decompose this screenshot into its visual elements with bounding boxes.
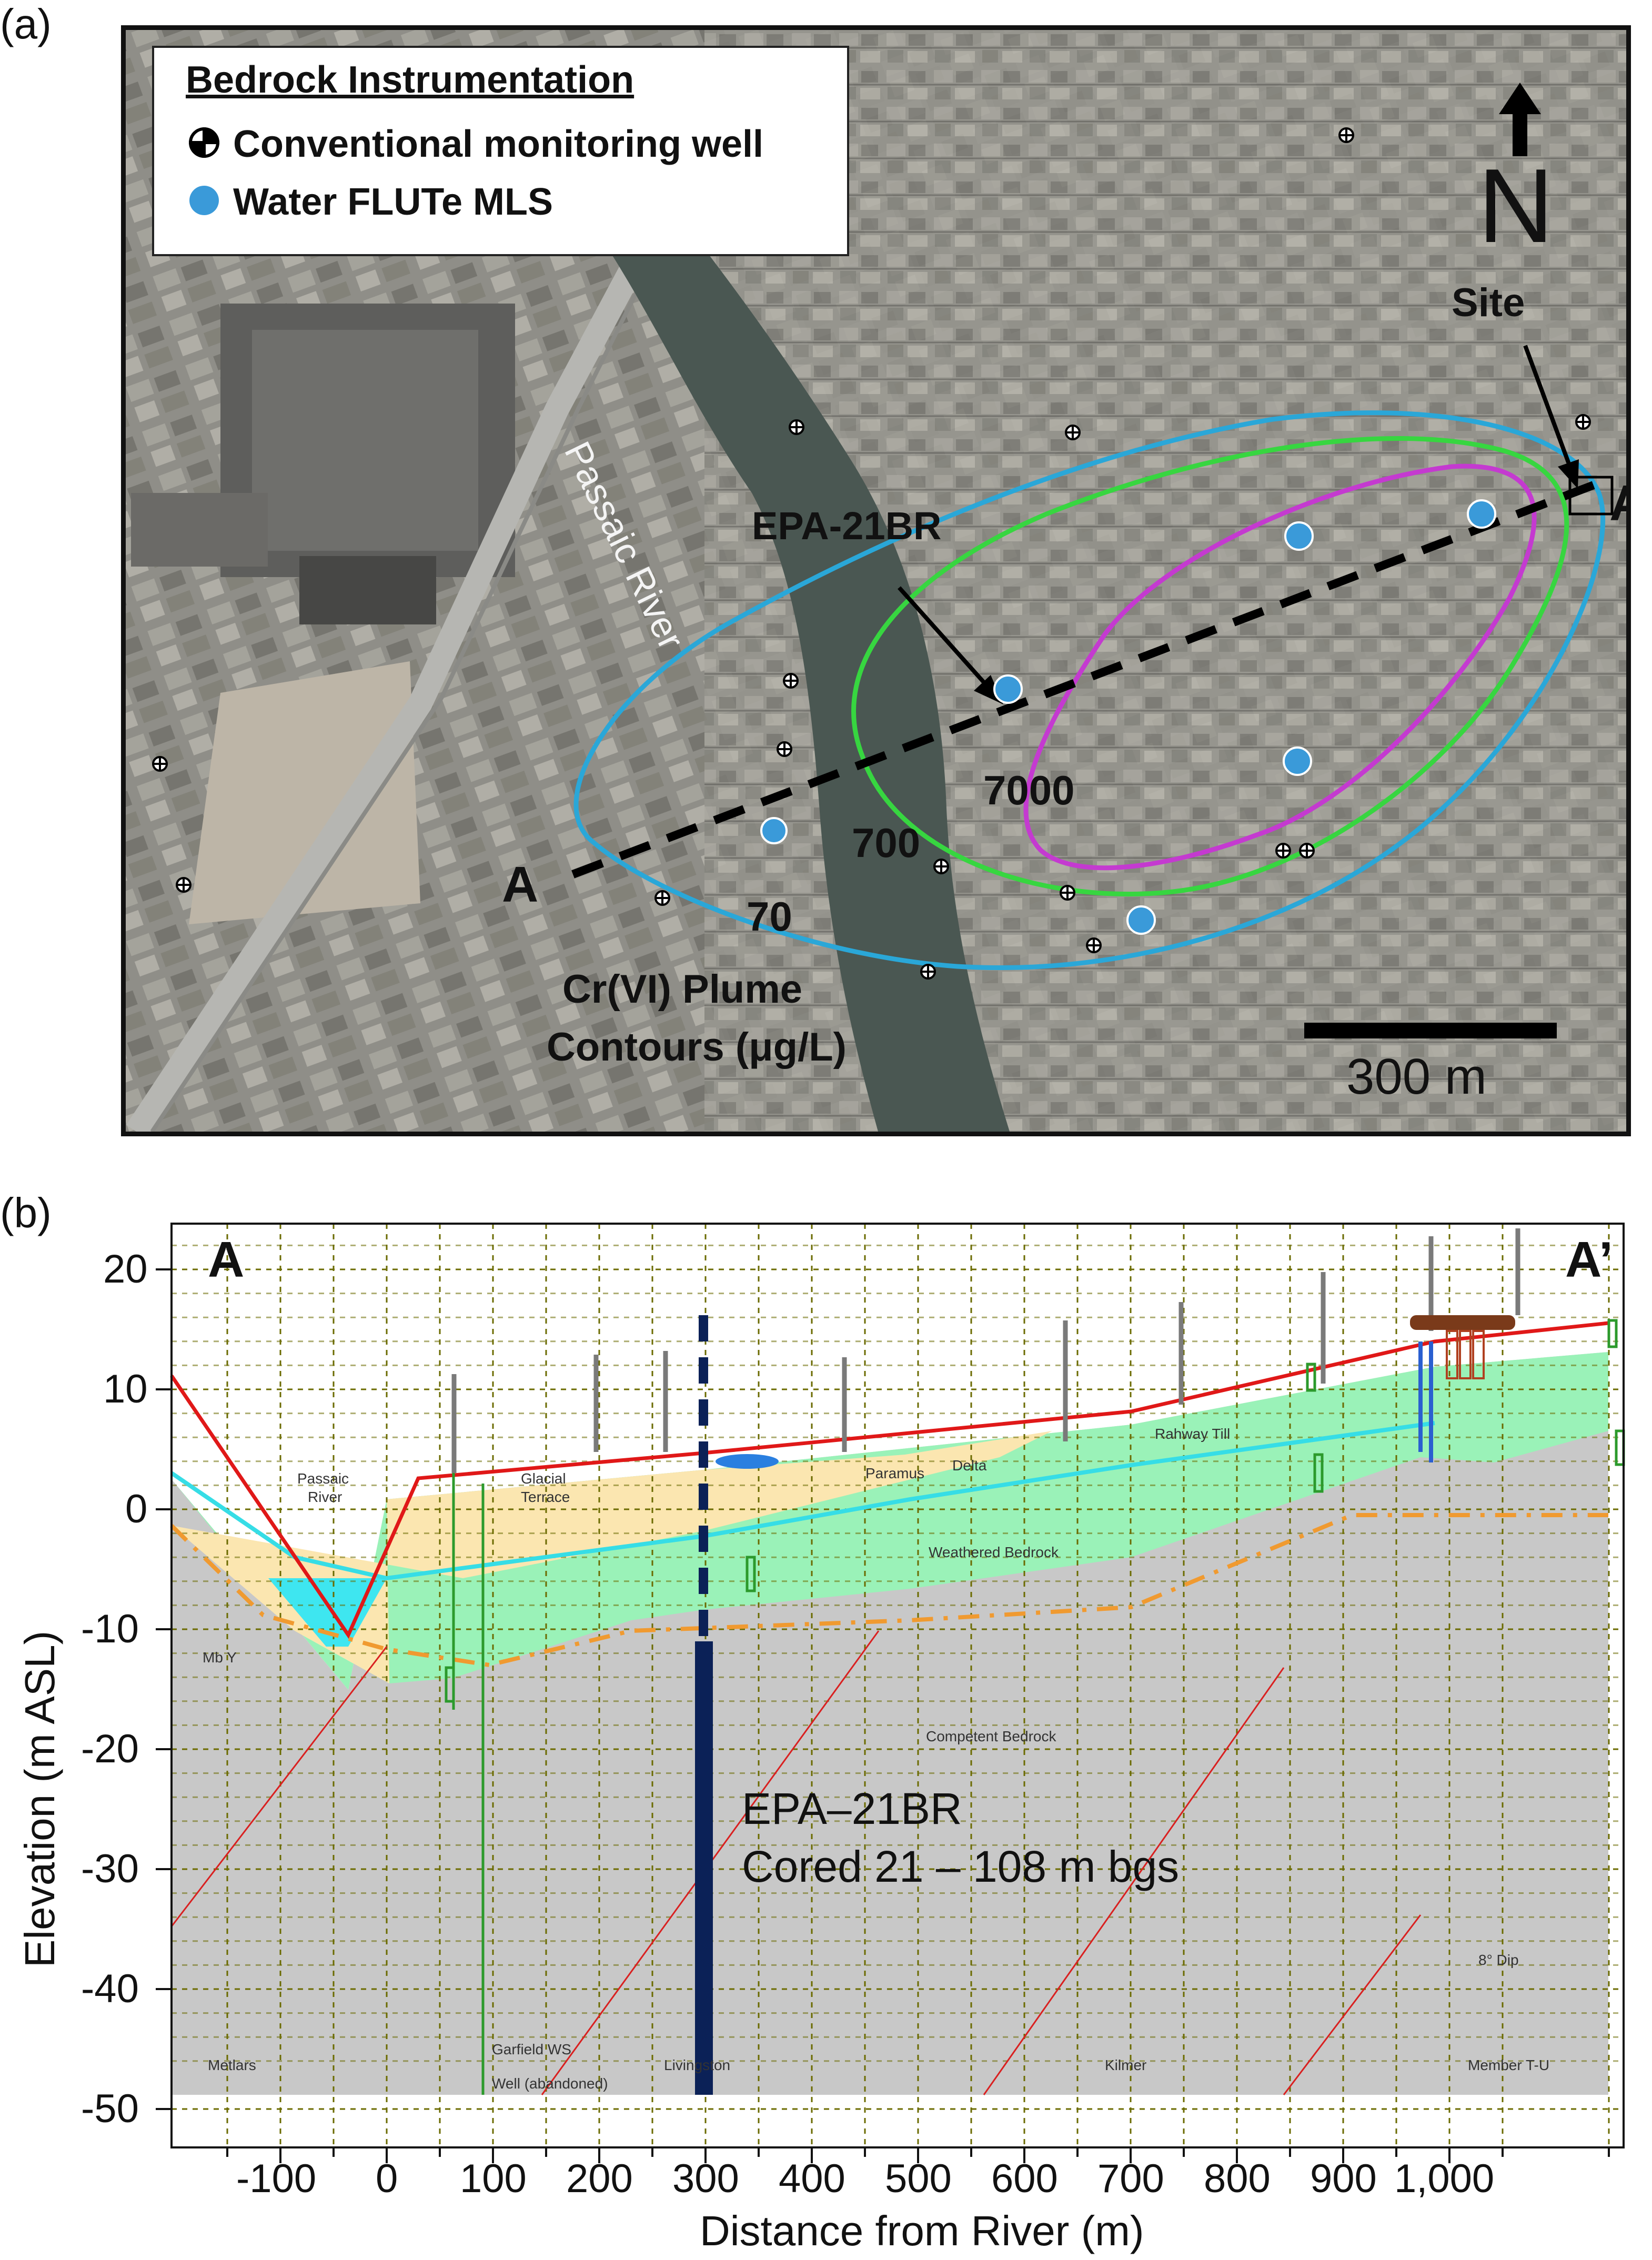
scale-bar (1304, 1023, 1557, 1038)
scale-label: 300 m (1346, 1048, 1487, 1105)
geo-garfield-1: Garfield WS (492, 2041, 571, 2057)
epa-21br-core (695, 1641, 713, 2095)
x-tick-label: 700 (1097, 2156, 1164, 2201)
legend-title: Bedrock Instrumentation (186, 59, 634, 101)
x-tick-label: 600 (991, 2156, 1058, 2201)
geo-passaic-2: River (308, 1489, 343, 1505)
passaic-river (599, 235, 1010, 1132)
geo-mby: Mb Y (203, 1649, 237, 1666)
geo-passaic-1: Passaic (297, 1470, 349, 1487)
contour-label-7000: 7000 (983, 767, 1075, 813)
y-tick-label: 10 (103, 1367, 148, 1411)
mls-bars (1418, 1341, 1433, 1462)
map-drawing (126, 30, 1626, 1132)
north-label: N (1478, 147, 1554, 265)
y-tick-label: -40 (81, 1966, 139, 2011)
screened-intervals (445, 1319, 1625, 2095)
section-end-label: A’ (1609, 475, 1626, 532)
map-legend: Bedrock Instrumentation Conventional mon… (152, 46, 849, 256)
x-tick-label: 1,000 (1394, 2156, 1495, 2201)
monitoring-well-icon (189, 127, 219, 158)
north-arrow-icon (1499, 83, 1541, 156)
legend-item-mls: Water FLUTe MLS (233, 181, 553, 223)
geo-dip: 8° Dip (1478, 1952, 1519, 1968)
x-tick-label: 300 (672, 2156, 739, 2201)
geo-rahway: Rahway Till (1155, 1426, 1231, 1442)
site-building (1410, 1315, 1515, 1330)
x-tick-label: 500 (885, 2156, 952, 2201)
section-line (571, 481, 1595, 879)
section-start-label: A (502, 856, 539, 913)
river-water (268, 1578, 387, 1647)
contour-7000 (1023, 463, 1537, 871)
monitoring-wells (152, 127, 1591, 980)
y-axis-label: Elevation (m ASL) (16, 1630, 63, 1968)
mls-dot-icon (1283, 746, 1312, 776)
epa-21br-sand-lens (716, 1454, 779, 1469)
contour-70 (573, 410, 1605, 970)
geo-glacial-2: Terrace (521, 1489, 570, 1505)
plume-label-line1: Cr(VI) Plume (562, 967, 803, 1012)
y-tick-label: 20 (103, 1247, 148, 1292)
core-title: EPA–21BR (742, 1784, 962, 1833)
y-tick-label: -30 (81, 1847, 139, 1891)
geo-kilmer: Kilmer (1105, 2057, 1147, 2073)
legend-item-monitoring-well: Conventional monitoring well (233, 123, 763, 165)
x-tick-label: 100 (460, 2156, 527, 2201)
plume-label-line2: Contours (μg/L) (547, 1025, 847, 1070)
epa-21br-arrow (898, 586, 990, 689)
mls-dot-icon (189, 186, 219, 215)
terrace-layer (172, 1431, 1052, 1683)
site-wells (1446, 1330, 1485, 1379)
open-lot (189, 661, 420, 924)
mls-wells (760, 499, 1496, 935)
site-arrow (1523, 345, 1572, 468)
y-tick-label: -50 (81, 2086, 139, 2131)
section-start-b: A (208, 1232, 245, 1288)
section-end-b: A’ (1565, 1232, 1613, 1288)
x-tick-label: 400 (779, 2156, 845, 2201)
mls-dot-icon (993, 674, 1023, 704)
contour-label-700: 700 (852, 820, 921, 866)
cross-section: (b) (0, 1157, 1652, 2260)
geo-metlars: Metlars (208, 2057, 256, 2073)
cross-section-drawing (156, 1223, 1625, 2163)
core-subtitle: Cored 21 – 108 m bgs (742, 1842, 1180, 1891)
site-label: Site (1452, 280, 1525, 325)
mls-dot-icon (1467, 499, 1496, 529)
panel-a-label: (a) (0, 1, 52, 47)
x-tick-label: 900 (1310, 2156, 1377, 2201)
site-marker (1568, 476, 1614, 516)
x-axis-label: Distance from River (m) (700, 2207, 1144, 2254)
x-tick-label: -100 (236, 2156, 317, 2201)
contour-label-70: 70 (747, 893, 792, 940)
plot-frame (170, 1223, 1625, 2148)
x-tick-label: 0 (376, 2156, 398, 2201)
axis-ticks (156, 1268, 1610, 2163)
x-tick-label: 200 (566, 2156, 633, 2201)
panel-b-label: (b) (0, 1189, 52, 1236)
y-tick-label: -20 (81, 1727, 139, 1771)
geo-glacial-1: Glacial (521, 1470, 566, 1487)
y-tick-label: 0 (125, 1487, 148, 1531)
grid-lines (172, 1224, 1624, 2147)
geo-delta: Delta (952, 1457, 987, 1474)
geo-livingston: Livingston (664, 2057, 731, 2073)
x-tick-label: 800 (1204, 2156, 1271, 2201)
contour-700 (851, 436, 1569, 896)
geo-member: Member T-U (1468, 2057, 1550, 2073)
weathered-contact (170, 1513, 1608, 1668)
y-tick-label: -10 (81, 1607, 139, 1651)
mls-dot-icon (1284, 521, 1314, 551)
well-casings (451, 1228, 1520, 1473)
well-label: EPA-21BR (752, 504, 942, 548)
geo-garfield-2: Well (abandoned) (492, 2075, 608, 2092)
geo-competent: Competent Bedrock (926, 1728, 1056, 1744)
geo-weathered: Weathered Bedrock (929, 1544, 1059, 1560)
geo-paramus: Paramus (865, 1465, 925, 1481)
mls-dot-icon (760, 817, 788, 844)
aerial-map: Bedrock Instrumentation Conventional mon… (121, 25, 1631, 1136)
highway (126, 245, 652, 1132)
mls-dot-icon (1126, 905, 1156, 935)
